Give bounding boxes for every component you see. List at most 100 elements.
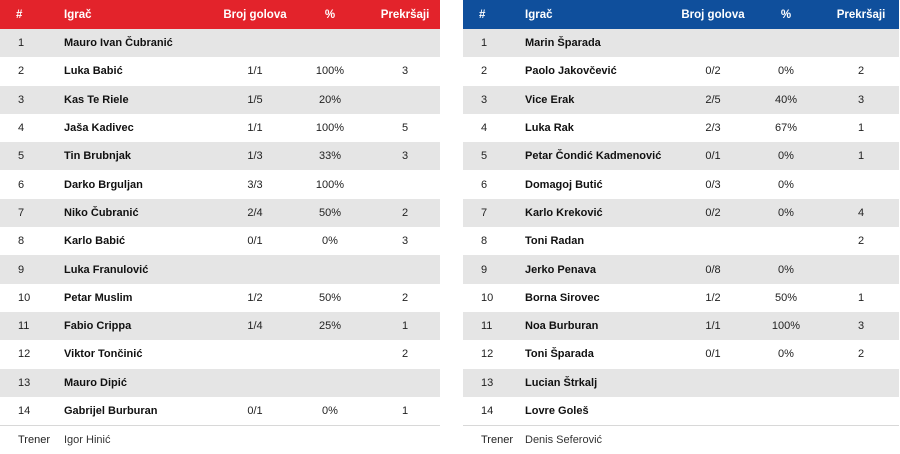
player-fouls [370,368,440,397]
player-percent: 0% [749,142,823,171]
player-fouls: 1 [401,405,409,417]
player-goals: 0/2 [705,65,721,78]
away-table-body: 1 Marin Šparada 2 Paolo Jakovčević 0/2 0% 2 3 Vi… [463,29,899,454]
player-goals: 1/2 [247,291,263,304]
player-goals: 0/1 [677,142,749,171]
player-number: 14 [18,405,31,417]
player-name: Gabrijel Burburan [64,405,158,417]
player-fouls [370,170,440,198]
table-row: 1 Marin Šparada [463,29,899,58]
player-number: 2 [18,65,25,78]
player-percent: 40% [749,85,823,114]
player-percent [749,227,823,255]
coach-row: Trener Denis Seferović [463,425,899,454]
table-row: 2 Paolo Jakovčević 0/2 0% 2 [463,57,899,85]
player-name: Fabio Crippa [64,311,220,341]
player-name: Domagoj Butić [525,178,603,191]
player-number: 5 [463,142,525,171]
player-number: 7 [0,198,64,228]
player-goals [677,227,749,255]
player-percent: 50% [290,198,370,228]
away-team-stats-panel: # Igrač Broj golova % Prekršaji 1 Marin Š… [463,0,899,454]
player-number: 10 [481,291,494,304]
table-row: 4 Jaša Kadivec 1/1 100% 5 [0,114,440,142]
header-player: Igrač [64,0,220,29]
player-goals: 0/1 [247,405,263,417]
player-percent [749,397,823,426]
player-percent: 100% [315,178,345,191]
player-name: Luka Rak [525,122,574,135]
player-goals [677,29,749,58]
player-percent [749,29,823,58]
table-row: 2 Luka Babić 1/1 100% 3 [0,57,440,85]
player-name: Mauro Ivan Čubranić [64,29,220,58]
player-fouls [823,255,899,284]
player-fouls [370,255,440,284]
player-number: 7 [463,198,525,228]
player-fouls: 2 [857,348,865,361]
player-goals: 1/2 [705,291,721,304]
player-percent: 100% [749,311,823,341]
table-row: 12 Viktor Tončinić 2 [0,340,440,368]
player-fouls: 2 [401,348,409,361]
player-fouls: 1 [370,311,440,341]
player-number: 9 [0,255,64,284]
player-name: Toni Radan [525,235,585,248]
player-name: Marin Šparada [525,29,677,58]
player-goals [677,397,749,426]
away-table-header: # Igrač Broj golova % Prekršaji [463,0,899,29]
player-name: Petar Muslim [64,291,133,304]
home-table-body: 1 Mauro Ivan Čubranić 2 Luka Babić 1/1 100% 3 3… [0,29,440,454]
table-row: 5 Tin Brubnjak 1/3 33% 3 [0,142,440,171]
player-goals [220,340,290,368]
table-row: 5 Petar Čondić Kadmenović 0/1 0% 1 [463,142,899,171]
player-name: Mauro Dipić [64,368,220,397]
coach-row: Trener Igor Hinić [0,425,440,454]
player-fouls [823,397,899,426]
player-number: 11 [0,311,64,341]
table-row: 6 Darko Brguljan 3/3 100% [0,170,440,198]
player-fouls [823,170,899,198]
player-percent: 67% [774,122,798,135]
player-percent: 50% [774,291,798,304]
player-fouls [823,368,899,397]
header-goals: Broj golova [677,0,749,29]
player-name: Lovre Goleš [525,405,589,417]
table-row: 10 Borna Sirovec 1/2 50% 1 [463,284,899,312]
table-row: 13 Lucian Štrkalj [463,368,899,397]
player-fouls: 1 [823,142,899,171]
player-number: 6 [18,178,25,191]
player-goals: 3/3 [247,178,263,191]
player-number: 2 [481,65,488,78]
player-name: Karlo Kreković [525,198,677,228]
player-name: Viktor Tončinić [64,348,143,361]
player-name: Borna Sirovec [525,291,600,304]
player-percent: 0% [778,348,794,361]
player-name: Kas Te Riele [64,85,220,114]
player-name: Karlo Babić [64,235,126,248]
player-name: Lucian Štrkalj [525,368,677,397]
player-percent: 25% [290,311,370,341]
player-goals: 1/4 [220,311,290,341]
player-goals: 0/3 [705,178,721,191]
player-number: 6 [481,178,488,191]
player-name: Jerko Penava [525,255,677,284]
table-row: 10 Petar Muslim 1/2 50% 2 [0,284,440,312]
player-percent [290,255,370,284]
player-name: Jaša Kadivec [64,122,134,135]
player-goals: 1/1 [247,65,263,78]
coach-label: Trener [0,425,64,454]
player-goals [220,368,290,397]
player-goals [220,255,290,284]
player-fouls: 3 [370,142,440,171]
player-name: Noa Burburan [525,311,677,341]
header-percent: % [749,0,823,29]
player-goals: 2/4 [220,198,290,228]
player-percent: 0% [778,65,794,78]
table-row: 7 Niko Čubranić 2/4 50% 2 [0,198,440,228]
player-name: Luka Babić [64,65,123,78]
player-fouls: 2 [401,291,409,304]
player-goals: 1/1 [247,122,263,135]
player-name: Luka Franulović [64,255,220,284]
header-goals: Broj golova [220,0,290,29]
